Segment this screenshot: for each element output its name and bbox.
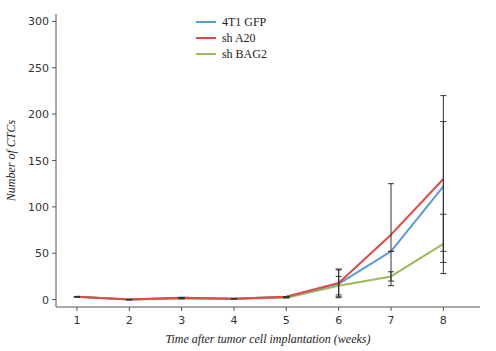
x-tick — [391, 307, 392, 311]
series-line — [77, 179, 443, 300]
series-line — [77, 186, 443, 299]
legend: 4T1 GFP sh A20 sh BAG2 — [196, 15, 267, 61]
y-tick — [52, 21, 56, 22]
error-bar — [283, 297, 289, 298]
error-bar — [231, 298, 237, 299]
error-bar — [440, 96, 446, 263]
y-tick-label: 0 — [42, 294, 49, 307]
x-tick-label: 5 — [283, 314, 290, 327]
y-tick — [52, 67, 56, 68]
x-tick-label: 3 — [178, 314, 185, 327]
x-axis-line — [56, 307, 480, 308]
error-bar — [231, 298, 237, 299]
y-tick-label: 150 — [28, 155, 49, 168]
chart: 0 50 100 150 200 250 300 1 2 3 4 5 6 7 8 Time after tum… — [0, 0, 496, 351]
error-bar — [231, 298, 237, 299]
x-axis-label: Time after tumor cell implantation (week… — [166, 332, 371, 346]
y-tick — [52, 299, 56, 300]
error-bar — [283, 296, 289, 297]
x-tick-label: 1 — [73, 314, 80, 327]
y-tick — [52, 206, 56, 207]
x-tick — [76, 307, 77, 311]
error-bar — [336, 269, 342, 297]
y-tick-label: 200 — [28, 108, 49, 121]
x-tick — [338, 307, 339, 311]
x-tick — [233, 307, 234, 311]
x-tick-label: 7 — [388, 314, 395, 327]
x-tick-label: 2 — [126, 314, 133, 327]
y-tick-label: 250 — [28, 62, 49, 75]
x-tick — [129, 307, 130, 311]
error-bar — [336, 270, 342, 298]
error-bar — [74, 296, 80, 297]
y-tick-label: 300 — [28, 15, 49, 28]
x-tick-label: 8 — [440, 314, 447, 327]
error-bar — [179, 297, 185, 298]
y-tick — [52, 160, 56, 161]
x-tick — [443, 307, 444, 311]
y-tick — [52, 114, 56, 115]
y-axis-label: Number of CTCs — [4, 119, 18, 202]
error-bar — [74, 296, 80, 297]
error-bar — [126, 299, 132, 300]
x-tick — [286, 307, 287, 311]
legend-swatch — [196, 53, 216, 55]
legend-label: sh BAG2 — [222, 47, 267, 61]
error-bar — [126, 299, 132, 300]
x-tick-label: 6 — [335, 314, 342, 327]
y-tick-label: 100 — [28, 201, 49, 214]
error-bar — [283, 296, 289, 297]
error-bar — [74, 296, 80, 297]
error-bar — [126, 299, 132, 300]
legend-swatch — [196, 37, 216, 39]
legend-label: 4T1 GFP — [222, 15, 267, 29]
legend-label: sh A20 — [222, 31, 256, 45]
x-tick — [181, 307, 182, 311]
error-bar — [179, 297, 185, 298]
plot-area — [74, 96, 446, 300]
x-tick-label: 4 — [230, 314, 237, 327]
legend-swatch — [196, 21, 216, 23]
error-bar — [179, 298, 185, 299]
error-bar — [388, 184, 394, 286]
y-tick — [52, 253, 56, 254]
y-tick-label: 50 — [35, 247, 49, 260]
